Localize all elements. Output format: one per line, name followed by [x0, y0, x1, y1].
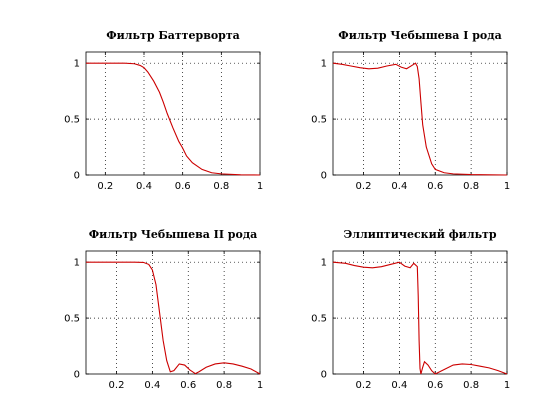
y-tick-label: 0	[321, 171, 327, 182]
y-tick-label: 0.5	[311, 314, 327, 325]
y-tick-label: 1	[321, 59, 327, 70]
series-line-1	[86, 62, 261, 176]
x-tick-label: 0.8	[463, 380, 479, 391]
y-tick-label: 0.5	[64, 314, 80, 325]
plot-area	[85, 51, 261, 176]
x-tick-label: 0.8	[216, 380, 232, 391]
x-tick-label: 0.2	[97, 181, 113, 192]
series-line-1	[86, 261, 261, 375]
x-tick-label: 0.4	[144, 380, 160, 391]
x-tick-label: 0.8	[463, 181, 479, 192]
x-tick-label: 0.2	[109, 380, 125, 391]
x-tick-label: 0.6	[427, 380, 443, 391]
series-line-1	[332, 62, 508, 176]
x-tick-label: 0.6	[427, 181, 443, 192]
x-tick-label: 1	[504, 181, 510, 192]
y-tick-label: 1	[74, 258, 80, 269]
chart-title: Фильтр Баттерворта	[106, 29, 240, 42]
y-tick-label: 0	[74, 171, 80, 182]
subplot-4: 0.2 0.4 0.6 0.8 1 0 0.5 1 Эллиптический фильтр	[311, 228, 510, 391]
y-tick-label: 1	[321, 258, 327, 269]
x-tick-label: 0.2	[356, 380, 372, 391]
chart-title: Фильтр Чебышева II рода	[89, 228, 258, 241]
chart-title: Эллиптический фильтр	[343, 228, 496, 241]
plot-area	[85, 250, 261, 375]
y-tick-label: 0.5	[311, 115, 327, 126]
x-tick-label: 0.4	[391, 181, 407, 192]
x-tick-label: 0.6	[180, 380, 196, 391]
x-tick-label: 1	[257, 181, 263, 192]
x-tick-label: 0.4	[136, 181, 152, 192]
x-tick-label: 1	[504, 380, 510, 391]
series-line-1	[332, 261, 508, 375]
x-tick-label: 0.6	[175, 181, 191, 192]
y-tick-label: 0	[74, 370, 80, 381]
subplot-1: 0.2 0.4 0.6 0.8 1 0 0.5 1 Фильтр Баттерворта	[64, 29, 263, 192]
chart-title: Фильтр Чебышева I рода	[338, 29, 501, 42]
x-tick-label: 0.2	[356, 181, 372, 192]
y-tick-label: 1	[74, 59, 80, 70]
x-tick-label: 1	[257, 380, 263, 391]
x-tick-label: 0.4	[391, 380, 407, 391]
y-tick-label: 0.5	[64, 115, 80, 126]
plot-area	[332, 51, 508, 176]
x-tick-label: 0.8	[213, 181, 229, 192]
subplot-3: 0.2 0.4 0.6 0.8 1 0 0.5 1 Фильтр Чебышева II род…	[64, 228, 263, 391]
y-tick-label: 0	[321, 370, 327, 381]
subplot-2: 0.2 0.4 0.6 0.8 1 0 0.5 1 Фильтр Чебышева I рода	[311, 29, 510, 192]
